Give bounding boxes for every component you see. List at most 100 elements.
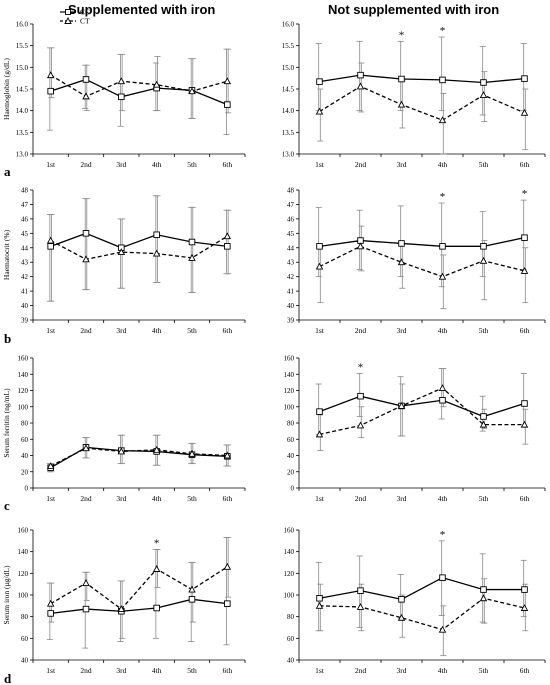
point-ct xyxy=(356,242,365,250)
point-ct xyxy=(82,255,90,263)
significance-star: * xyxy=(440,25,446,37)
y-tick-label: 80 xyxy=(287,613,295,621)
point-ct xyxy=(520,108,529,116)
y-tick-label: 15.0 xyxy=(282,64,295,72)
y-tick-label: 13.5 xyxy=(282,129,295,137)
point-ct xyxy=(438,116,447,124)
point-ct xyxy=(356,82,365,90)
point-cc xyxy=(439,76,446,84)
series-line-cc xyxy=(319,237,525,247)
y-tick-label: 80 xyxy=(287,420,295,428)
column-title-not-supplemented: Not supplemented with iron xyxy=(328,2,500,17)
x-tick-label: 6th xyxy=(520,160,530,169)
x-tick-label: 2nd xyxy=(80,494,92,503)
x-tick-label: 4th xyxy=(438,494,448,503)
point-cc xyxy=(224,101,231,108)
x-tick-label: 6th xyxy=(520,326,530,335)
x-tick-label: 2nd xyxy=(355,160,367,169)
point-ct xyxy=(223,77,232,85)
x-tick-label: 3rd xyxy=(397,326,407,335)
y-tick-label: 14.0 xyxy=(16,107,29,115)
x-tick-label: 1st xyxy=(315,494,325,503)
y-tick-label: 46 xyxy=(21,215,29,223)
point-ct xyxy=(315,262,324,270)
point-ct xyxy=(356,421,365,429)
y-tick-label: 0 xyxy=(291,485,295,493)
point-ct xyxy=(46,71,55,79)
y-tick-label: 120 xyxy=(18,570,29,578)
y-tick-label: 45 xyxy=(287,230,295,238)
point-cc xyxy=(357,587,364,594)
point-ct xyxy=(223,232,232,240)
y-tick-label: 100 xyxy=(18,403,29,411)
x-tick-label: 6th xyxy=(520,494,530,503)
point-cc xyxy=(188,596,196,603)
series-line-ct xyxy=(319,245,525,278)
x-tick-label: 5th xyxy=(187,160,197,169)
y-tick-label: 120 xyxy=(18,387,29,395)
chart-panel-2: 13.0 13.5 14.0 14.5 15.0 15.5 16.0 1st 2nd 3rd 4th… xyxy=(282,21,546,169)
y-tick-label: 60 xyxy=(21,635,29,643)
y-tick-label: 160 xyxy=(284,355,295,363)
point-cc xyxy=(357,392,364,400)
point-ct xyxy=(397,258,406,266)
significance-star: * xyxy=(358,361,364,373)
x-tick-label: 4th xyxy=(438,160,448,169)
x-tick-label: 5th xyxy=(479,666,489,675)
point-cc xyxy=(153,604,160,612)
y-axis-label: Haematocrit (%) xyxy=(2,229,11,280)
y-tick-label: 46 xyxy=(287,215,295,223)
x-tick-label: 5th xyxy=(187,494,197,503)
point-cc xyxy=(398,596,405,603)
y-tick-label: 0 xyxy=(25,485,29,493)
point-ct xyxy=(117,447,126,455)
x-tick-label: 5th xyxy=(479,326,489,335)
y-tick-label: 15.0 xyxy=(16,64,29,72)
y-tick-label: 60 xyxy=(287,436,295,444)
y-tick-label: 60 xyxy=(21,436,29,444)
point-cc xyxy=(398,75,405,83)
y-tick-label: 140 xyxy=(18,548,29,556)
point-cc xyxy=(521,586,528,593)
x-tick-label: 6th xyxy=(223,160,233,169)
significance-star: * xyxy=(440,529,446,541)
chart-panel-3: 39 40 41 42 43 44 45 46 47 48 1st 2nd 3rd 4th 5th 6th Ha… xyxy=(2,187,246,346)
point-cc xyxy=(521,75,528,82)
x-tick-label: 5th xyxy=(479,160,489,169)
y-tick-label: 40 xyxy=(287,302,295,310)
point-ct xyxy=(479,594,488,602)
x-tick-label: 3rd xyxy=(116,160,126,169)
significance-star: * xyxy=(522,188,528,200)
y-axis-label: Serum iron (µg/dL) xyxy=(2,565,11,624)
y-tick-label: 160 xyxy=(18,527,29,535)
point-ct xyxy=(46,599,55,607)
x-tick-label: 5th xyxy=(479,494,489,503)
point-ct xyxy=(223,562,232,570)
series-line-ct xyxy=(50,235,228,261)
x-tick-label: 3rd xyxy=(116,326,126,335)
point-cc xyxy=(480,243,487,250)
y-tick-label: 40 xyxy=(287,452,295,460)
point-cc xyxy=(82,230,90,237)
series-line-cc xyxy=(319,74,525,84)
x-tick-label: 5th xyxy=(187,326,197,335)
y-tick-label: 20 xyxy=(21,468,29,476)
legend-label-ct: CT xyxy=(80,17,90,26)
column-title-supplemented: Supplemented with iron xyxy=(68,2,216,17)
chart-panel-5: 0 20 40 60 80 100 120 140 160 1st 2nd 3rd 4th 5th 6th S… xyxy=(2,355,246,513)
y-tick-label: 42 xyxy=(21,273,29,281)
y-tick-label: 39 xyxy=(21,317,29,325)
y-tick-label: 160 xyxy=(18,355,29,363)
x-tick-label: 3rd xyxy=(116,666,126,675)
point-cc xyxy=(521,400,528,407)
point-ct xyxy=(46,236,55,244)
point-ct xyxy=(397,613,406,621)
chart-panel-4: 39 40 41 42 43 44 45 46 47 48 1st 2nd 3rd 4th 5th 6th * * xyxy=(287,187,546,335)
point-cc xyxy=(47,610,54,617)
significance-star: * xyxy=(399,29,405,41)
point-cc xyxy=(439,243,446,250)
x-tick-label: 6th xyxy=(520,666,530,675)
x-tick-label: 1st xyxy=(46,494,56,503)
point-cc xyxy=(398,240,405,247)
y-tick-label: 160 xyxy=(284,527,295,535)
